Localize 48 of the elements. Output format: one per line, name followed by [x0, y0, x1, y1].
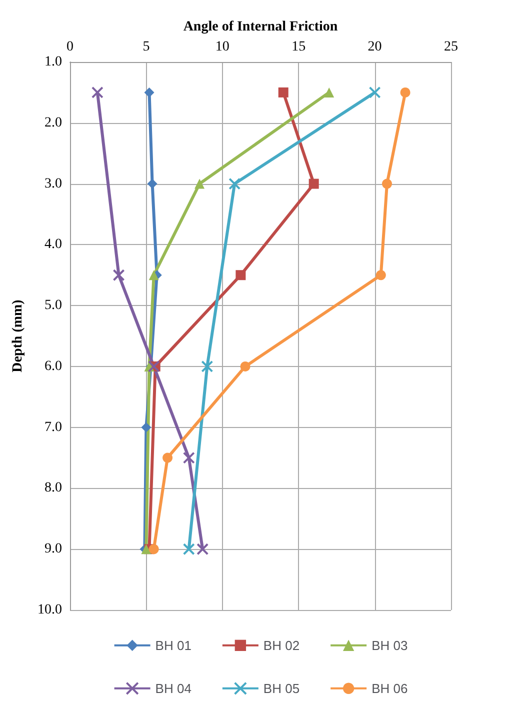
- point: [148, 270, 159, 280]
- y-tick-label: 2.0: [44, 115, 62, 130]
- legend-label: BH 06: [372, 680, 408, 696]
- x-tick-label: 15: [292, 40, 306, 54]
- legend-label: BH 02: [263, 638, 300, 653]
- point: [376, 270, 386, 280]
- x-tick-label: 5: [142, 40, 150, 54]
- point: [147, 178, 158, 189]
- x-tick-label: 20: [368, 40, 382, 54]
- point: [400, 87, 410, 98]
- point: [324, 87, 334, 98]
- y-tick-label: 6.0: [44, 358, 62, 374]
- y-axis-title: Depth (mm): [10, 299, 26, 372]
- point: [91, 86, 104, 98]
- x-tick-label: 10: [215, 40, 230, 54]
- legend-label: BH 04: [155, 680, 192, 696]
- point: [182, 543, 195, 556]
- y-tick-label: 4.0: [44, 237, 62, 252]
- y-tick-label: 10.0: [38, 602, 62, 618]
- point: [112, 269, 125, 282]
- point: [148, 544, 159, 554]
- point: [144, 87, 154, 98]
- point: [236, 270, 246, 280]
- point: [196, 543, 209, 556]
- point: [228, 178, 241, 190]
- y-tick-label: 3.0: [44, 176, 62, 192]
- point: [278, 87, 288, 98]
- point: [368, 86, 381, 98]
- x-tick-label: 0: [66, 40, 74, 54]
- y-tick-label: 1.0: [44, 54, 62, 70]
- legend-label: BH 03: [372, 638, 408, 653]
- x-tick-label: 25: [444, 40, 458, 54]
- point: [182, 452, 195, 464]
- y-tick-label: 8.0: [44, 480, 62, 496]
- point: [201, 360, 214, 372]
- point: [162, 452, 173, 463]
- y-tick-label: 5.0: [44, 298, 62, 314]
- y-tick-label: 7.0: [44, 420, 62, 435]
- point: [194, 178, 205, 189]
- legend-label: BH 05: [263, 680, 300, 696]
- point: [141, 422, 152, 432]
- point: [240, 361, 250, 372]
- point: [382, 178, 392, 189]
- x-axis-title: Angle of Internal Friction: [183, 20, 338, 34]
- legend-label: BH 01: [155, 638, 192, 653]
- y-tick-label: 9.0: [44, 542, 62, 557]
- point: [148, 360, 160, 372]
- point: [308, 178, 319, 189]
